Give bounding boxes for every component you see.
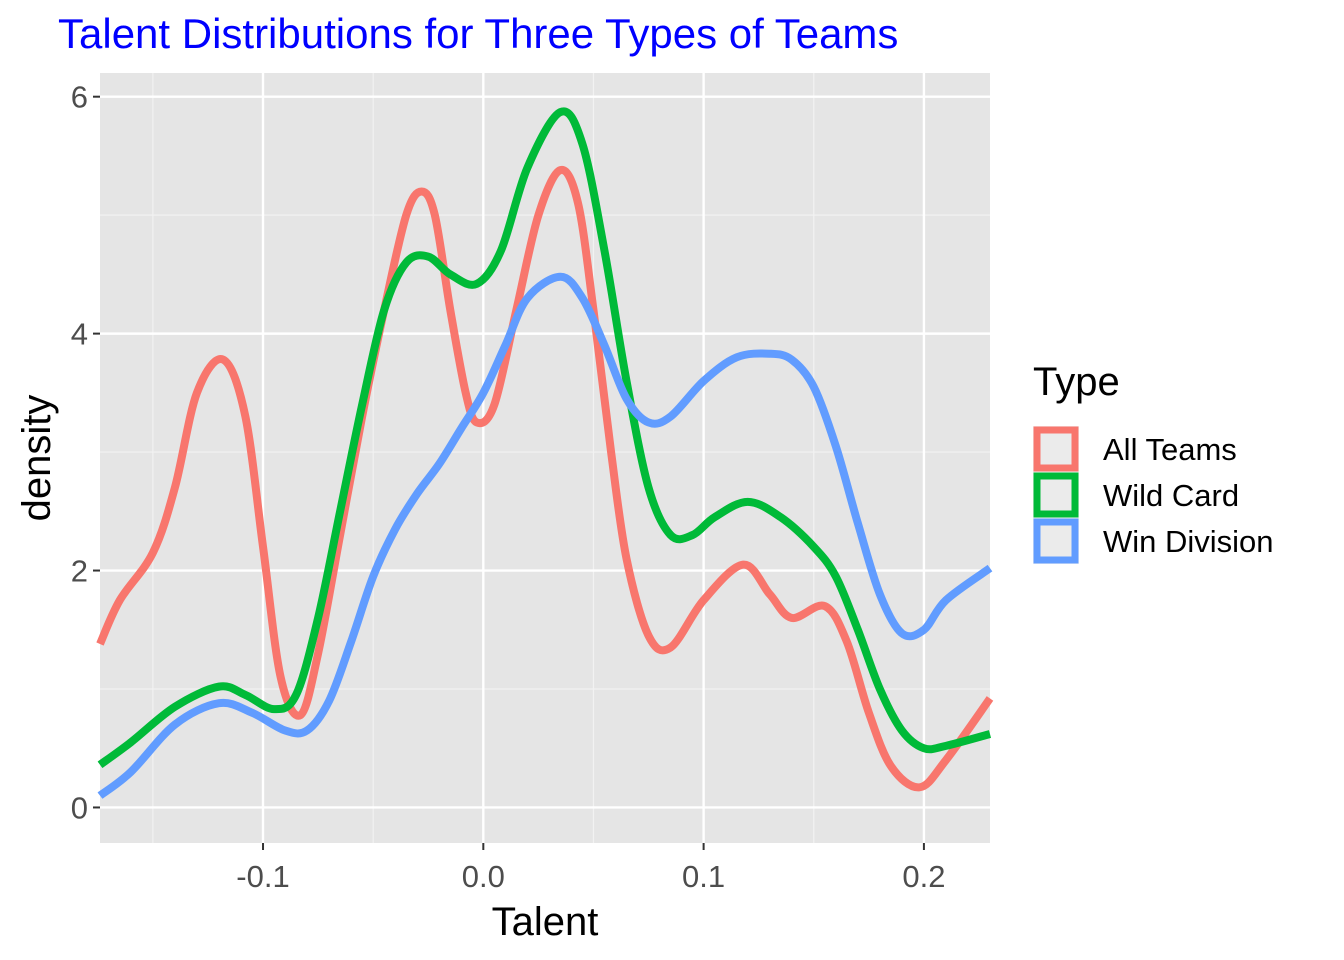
legend-label-wild-card: Wild Card xyxy=(1103,478,1239,513)
x-tick-label: 0.2 xyxy=(902,859,945,894)
series-line-all-teams xyxy=(96,166,994,792)
x-tick-labels: -0.1 0.0 0.1 0.2 xyxy=(236,859,945,894)
legend-key-win-division xyxy=(1033,518,1079,564)
legend-label-win-division: Win Division xyxy=(1103,524,1274,559)
x-tick-label: -0.1 xyxy=(236,859,289,894)
y-tick-labels: 0 2 4 6 xyxy=(71,80,88,826)
series-line-win-division xyxy=(97,272,993,799)
legend-key-all-teams xyxy=(1033,426,1079,472)
legend: All Teams Wild Card Win Division xyxy=(1033,426,1274,564)
legend-key-wild-card xyxy=(1033,472,1079,518)
axis-ticks xyxy=(93,95,925,850)
y-tick-label: 0 xyxy=(71,790,88,825)
x-axis-title: Talent xyxy=(492,900,599,944)
legend-title: Type xyxy=(1033,360,1120,404)
chart-title: Talent Distributions for Three Types of … xyxy=(58,10,899,57)
y-tick-label: 2 xyxy=(71,554,88,589)
legend-label-all-teams: All Teams xyxy=(1103,432,1237,467)
x-tick-label: 0.0 xyxy=(462,859,505,894)
y-tick-label: 6 xyxy=(71,80,88,115)
series-line-wild-card xyxy=(97,107,992,769)
series-layer xyxy=(96,107,994,799)
y-tick-label: 4 xyxy=(71,317,88,352)
y-axis-title: density xyxy=(15,395,59,522)
x-tick-label: 0.1 xyxy=(682,859,725,894)
